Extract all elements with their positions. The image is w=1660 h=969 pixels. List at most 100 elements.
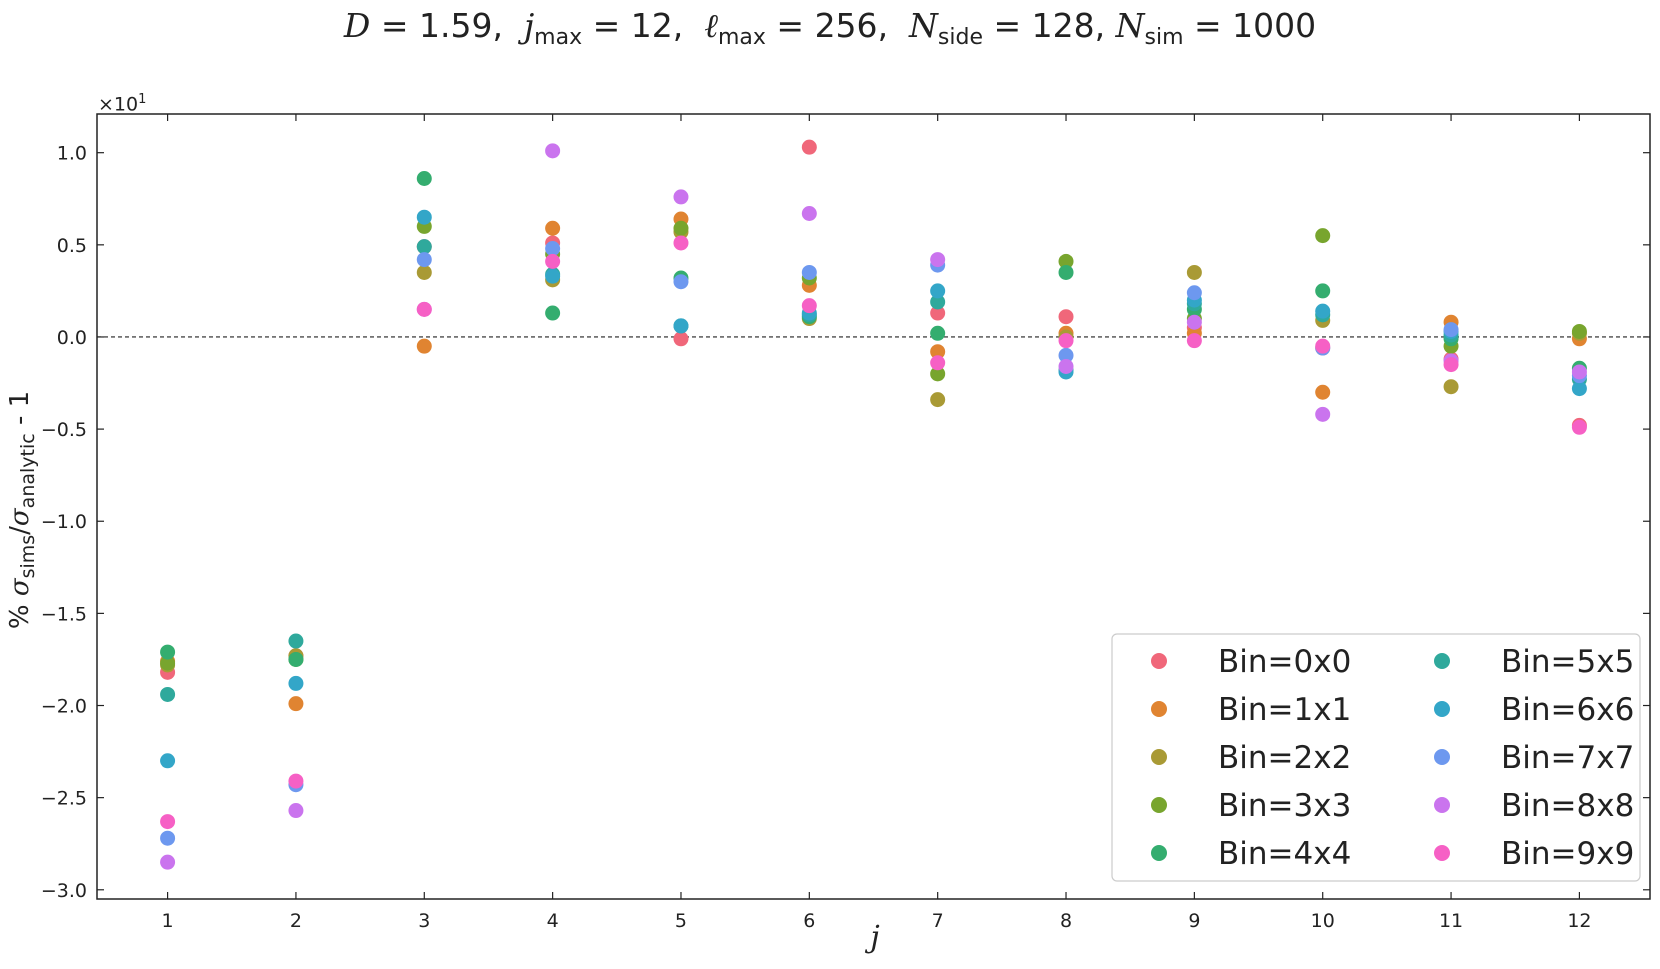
- title-d-value: 1.59: [418, 6, 493, 45]
- legend-marker: [1151, 749, 1167, 765]
- plot-frame: [96, 113, 1651, 900]
- legend-box: [1111, 633, 1641, 882]
- legend-label: Bin=9x9: [1501, 836, 1634, 872]
- title-nsim-value: 1000: [1232, 6, 1317, 45]
- data-point: [416, 301, 432, 317]
- y-tick-label: −2.5: [41, 788, 87, 810]
- legend-marker: [1151, 797, 1167, 813]
- data-point: [288, 651, 304, 667]
- legend-marker: [1151, 653, 1167, 669]
- data-point: [930, 294, 946, 310]
- x-tick-label: 10: [1311, 910, 1335, 932]
- data-point: [930, 392, 946, 408]
- data-point: [673, 220, 689, 236]
- data-point: [1058, 253, 1074, 269]
- data-point: [160, 753, 176, 769]
- legend-marker: [1151, 845, 1167, 861]
- legend-marker: [1434, 653, 1450, 669]
- x-tick-label: 8: [1060, 910, 1072, 932]
- data-point: [801, 139, 817, 155]
- y-tick-label: 0.0: [57, 327, 87, 349]
- data-point: [930, 355, 946, 371]
- x-axis-label: j: [870, 920, 880, 955]
- data-point: [930, 283, 946, 299]
- data-point: [1058, 264, 1074, 280]
- data-point: [545, 143, 561, 159]
- data-point: [288, 675, 304, 691]
- data-point: [160, 830, 176, 846]
- data-point: [1315, 384, 1331, 400]
- x-tick-label: 5: [675, 910, 687, 932]
- data-point: [801, 298, 817, 314]
- legend-marker: [1434, 749, 1450, 765]
- chart-title: D = 1.59, jmax = 12, ℓmax = 256, Nside =…: [343, 6, 1317, 50]
- data-point: [288, 696, 304, 712]
- data-point: [930, 366, 946, 382]
- data-point: [930, 252, 946, 268]
- y-tick-label: 0.5: [57, 235, 87, 257]
- data-point: [288, 633, 304, 649]
- data-point: [1058, 333, 1074, 349]
- data-point: [930, 305, 946, 321]
- title-lmax-value: 256: [814, 6, 878, 45]
- data-point: [1443, 357, 1459, 373]
- data-point: [416, 209, 432, 225]
- data-point: [160, 644, 176, 660]
- data-point: [416, 170, 432, 186]
- data-point: [1058, 358, 1074, 374]
- data-point: [545, 305, 561, 321]
- data-point: [1186, 285, 1202, 301]
- data-point: [545, 220, 561, 236]
- y-tick-label: −0.5: [41, 419, 87, 441]
- legend-marker: [1434, 701, 1450, 717]
- y-tick-label: −1.0: [41, 511, 87, 533]
- data-point: [1443, 379, 1459, 395]
- data-point: [1315, 338, 1331, 354]
- x-tick-label: 4: [547, 910, 559, 932]
- data-point: [160, 814, 176, 830]
- data-point: [288, 773, 304, 789]
- data-point: [288, 803, 304, 819]
- legend-label: Bin=0x0: [1218, 644, 1351, 680]
- legend-label: Bin=7x7: [1501, 740, 1634, 776]
- x-tick-label: 7: [932, 910, 944, 932]
- y-tick-label: −2.0: [41, 696, 87, 718]
- data-point: [673, 189, 689, 205]
- data-point: [1315, 283, 1331, 299]
- x-tick-label: 6: [803, 910, 815, 932]
- legend-label: Bin=3x3: [1218, 788, 1351, 824]
- x-tick-label: 3: [418, 910, 430, 932]
- data-point: [416, 338, 432, 354]
- data-point: [416, 239, 432, 255]
- data-point: [1058, 309, 1074, 325]
- legend-marker: [1434, 845, 1450, 861]
- data-point: [1571, 323, 1587, 339]
- data-point: [1186, 264, 1202, 280]
- data-point: [1315, 228, 1331, 244]
- x-tick-label: 1: [162, 910, 174, 932]
- data-point: [801, 264, 817, 280]
- x-tick-label: 12: [1567, 910, 1591, 932]
- title-jmax-value: 12: [630, 6, 673, 45]
- data-point: [801, 206, 817, 222]
- y-tick-label: −3.0: [41, 880, 87, 902]
- data-point: [1315, 406, 1331, 422]
- data-point: [930, 344, 946, 360]
- legend-marker: [1151, 701, 1167, 717]
- y-axis-offset-text: ×101: [98, 92, 147, 116]
- data-point: [930, 325, 946, 341]
- data-point: [1186, 314, 1202, 330]
- data-point: [160, 655, 176, 671]
- data-point: [673, 274, 689, 290]
- data-point: [160, 686, 176, 702]
- data-point: [1571, 381, 1587, 397]
- data-point: [1315, 303, 1331, 319]
- legend-label: Bin=5x5: [1501, 644, 1634, 680]
- data-point: [1186, 333, 1202, 349]
- data-point: [160, 854, 176, 870]
- data-point: [1571, 419, 1587, 435]
- legend-label: Bin=1x1: [1218, 692, 1351, 728]
- data-point: [673, 235, 689, 251]
- x-tick-label: 11: [1439, 910, 1463, 932]
